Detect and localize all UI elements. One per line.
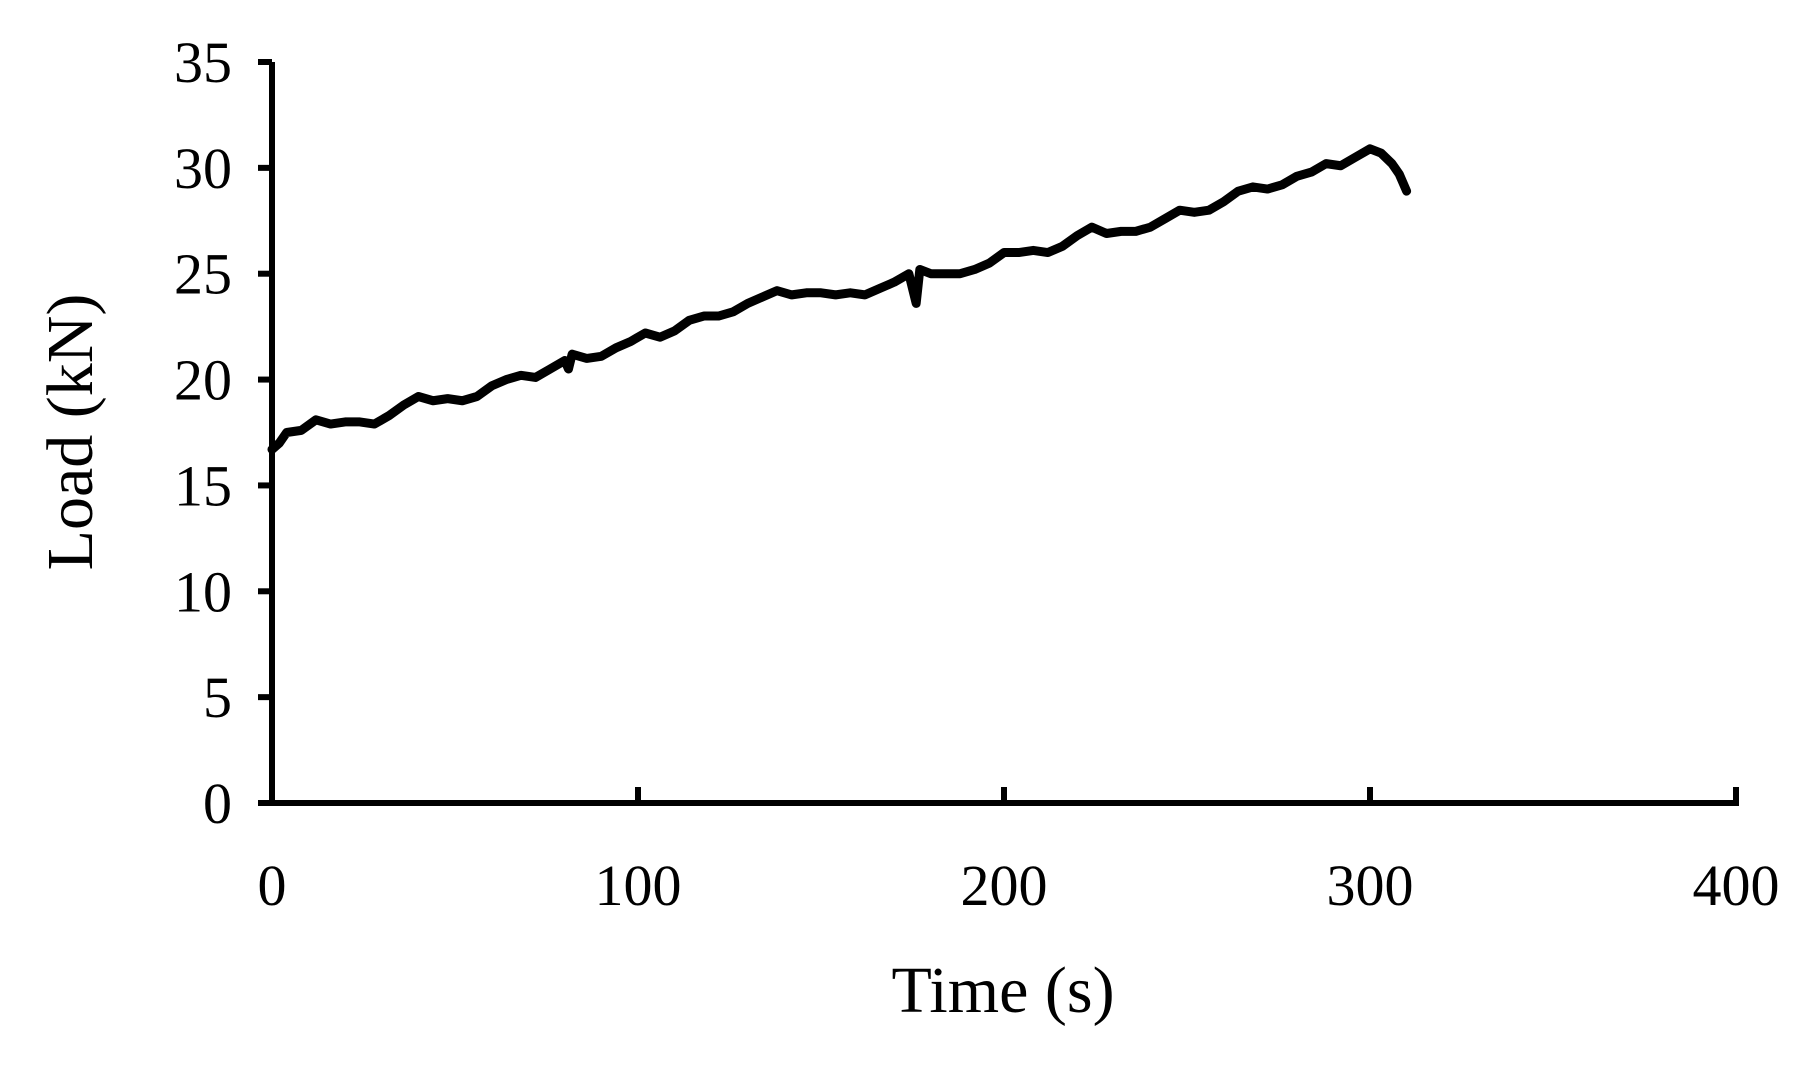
y-tick-label: 10 [174, 559, 232, 624]
y-tick-label: 25 [174, 242, 232, 307]
data-line [267, 144, 1412, 454]
y-tick-label: 15 [174, 453, 232, 518]
y-axis-label: Load (kN) [34, 294, 107, 571]
x-tick-label: 400 [1693, 853, 1780, 918]
y-tick-label: 30 [174, 136, 232, 201]
y-tick-label: 5 [203, 665, 232, 730]
y-tick-label: 0 [203, 771, 232, 836]
y-tick-label: 20 [174, 348, 232, 413]
x-axis-label: Time (s) [891, 954, 1114, 1027]
x-tick-label: 200 [961, 853, 1048, 918]
y-tick-label: 35 [174, 30, 232, 95]
x-tick-label: 100 [595, 853, 682, 918]
x-tick-label: 0 [258, 853, 287, 918]
x-tick-label: 300 [1327, 853, 1414, 918]
